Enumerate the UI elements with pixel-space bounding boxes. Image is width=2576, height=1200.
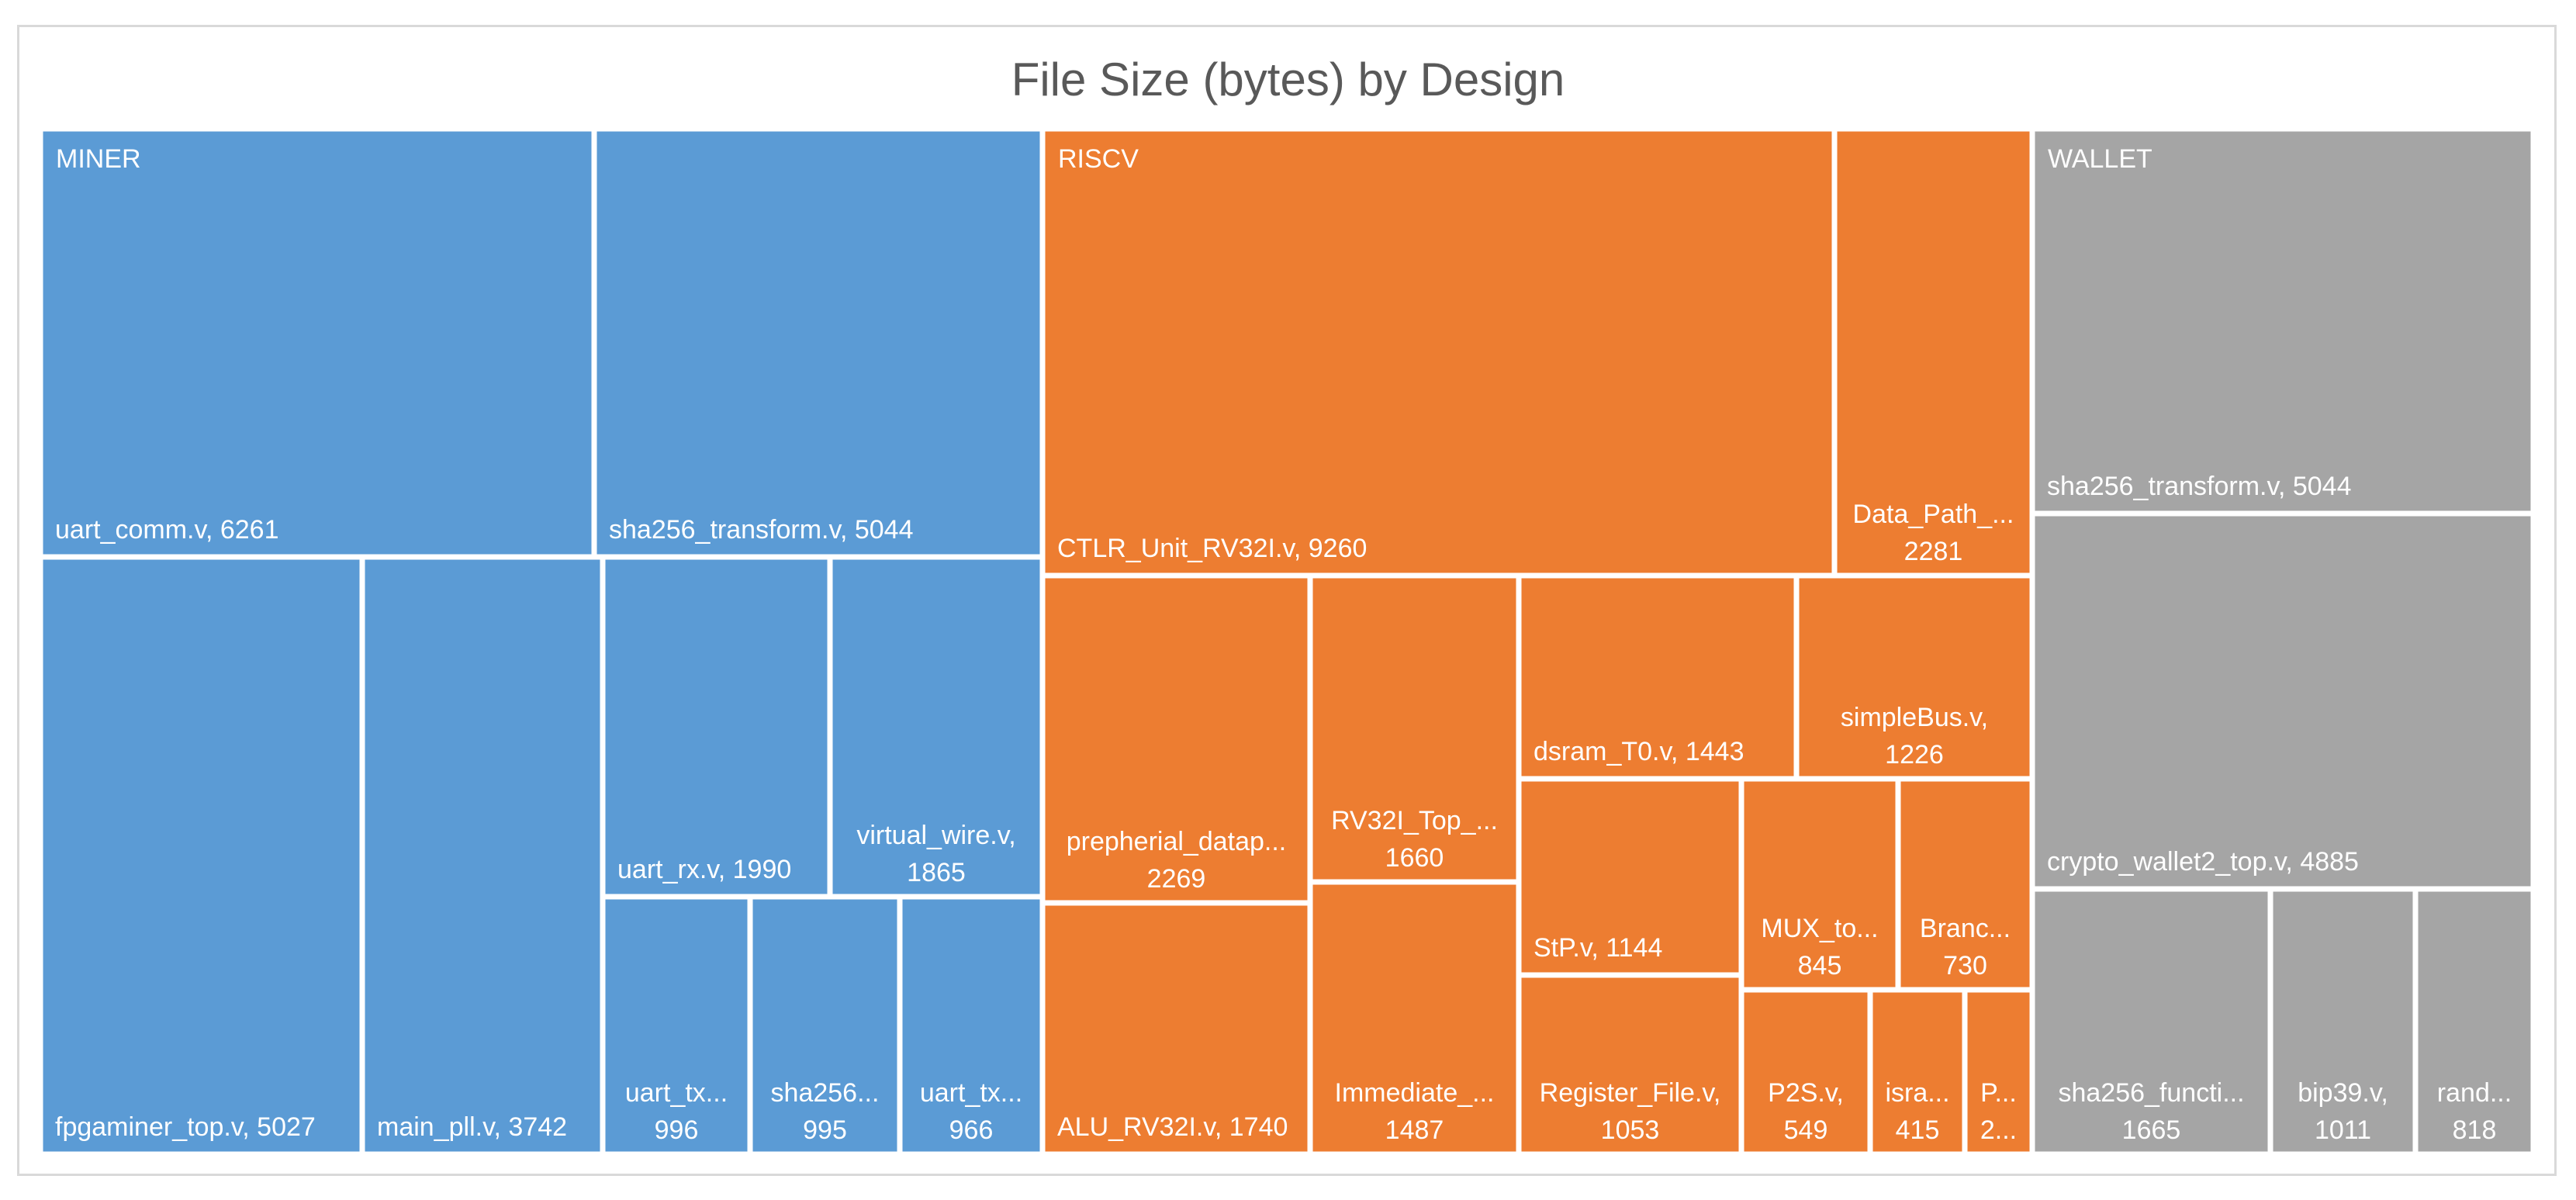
tile-label: P... xyxy=(1980,1078,2017,1108)
tile-label: P2S.v, xyxy=(1768,1078,1844,1108)
tile-label: main_pll.v, 3742 xyxy=(377,1112,567,1142)
treemap-tile[interactable] xyxy=(2029,510,2536,892)
treemap-tile[interactable] xyxy=(1895,776,2035,993)
tile-label: ALU_RV32I.v, 1740 xyxy=(1057,1112,1288,1142)
tile-label: MUX_to... xyxy=(1761,914,1878,943)
treemap-tile[interactable] xyxy=(37,126,597,560)
treemap-tile[interactable] xyxy=(37,554,365,1157)
treemap-tile[interactable] xyxy=(1738,776,1901,993)
tile-label: Immediate_... xyxy=(1335,1078,1495,1108)
tile-label: rand... xyxy=(2437,1078,2512,1108)
treemap-tile[interactable] xyxy=(1516,572,1800,782)
group-label: WALLET xyxy=(2048,144,2152,174)
treemap-tile[interactable] xyxy=(359,554,606,1157)
tile-label: simpleBus.v, xyxy=(1841,703,1988,732)
tile-value-label: 2269 xyxy=(1147,864,1206,894)
tile-label: sha256_transform.v, 5044 xyxy=(2047,472,2352,501)
chart-title: File Size (bytes) by Design xyxy=(1011,54,1565,105)
group-label: RISCV xyxy=(1058,144,1139,174)
tile-label: RV32I_Top_... xyxy=(1331,806,1498,835)
treemap-tile[interactable] xyxy=(747,894,903,1157)
tile-value-label: 549 xyxy=(1784,1115,1828,1145)
treemap-tile[interactable] xyxy=(1516,972,1744,1157)
tile-label: uart_tx... xyxy=(625,1078,728,1108)
tile-value-label: 2... xyxy=(1980,1115,2017,1145)
treemap-group-miner: uart_comm.v, 6261 sha256_transform.v, 504… xyxy=(37,126,1046,1157)
tile-value-label: 1011 xyxy=(2315,1115,2371,1145)
treemap-group-wallet: sha256_transform.v, 5044 crypto_wallet2_t… xyxy=(2029,126,2536,1157)
treemap-tile[interactable] xyxy=(2412,886,2536,1157)
treemap-tile[interactable] xyxy=(1793,572,2035,782)
treemap-tile[interactable] xyxy=(600,554,833,900)
tile-value-label: 1053 xyxy=(1601,1115,1660,1145)
treemap-tile[interactable] xyxy=(600,894,753,1157)
tile-value-label: 995 xyxy=(803,1115,847,1145)
tile-label: StP.v, 1144 xyxy=(1533,933,1662,963)
tile-value-label: 845 xyxy=(1798,951,1842,980)
tile-label: sha256_transform.v, 5044 xyxy=(609,515,914,545)
treemap-group-riscv: CTLR_Unit_RV32I.v, 9260 Data_Path_... 2281… xyxy=(1039,126,2035,1157)
treemap-tile[interactable] xyxy=(1039,126,1838,579)
tile-label: uart_rx.v, 1990 xyxy=(617,855,791,884)
treemap-tile[interactable] xyxy=(1307,572,1522,885)
treemap-tile[interactable] xyxy=(2267,886,2419,1157)
treemap-tile[interactable] xyxy=(1867,987,1968,1157)
tile-label: bip39.v, xyxy=(2298,1078,2388,1108)
tile-label: Register_File.v, xyxy=(1540,1078,1721,1108)
tile-value-label: 966 xyxy=(949,1115,994,1145)
tile-value-label: 818 xyxy=(2453,1115,2497,1145)
tile-label: uart_comm.v, 6261 xyxy=(55,515,279,545)
tile-label: Branc... xyxy=(1920,914,2011,943)
treemap-tile[interactable] xyxy=(1039,900,1313,1157)
treemap-tile[interactable] xyxy=(2029,126,2536,517)
group-label: MINER xyxy=(56,144,141,174)
tile-label: crypto_wallet2_top.v, 4885 xyxy=(2047,847,2359,877)
tile-value-label: 2281 xyxy=(1904,537,1963,566)
treemap-tile[interactable] xyxy=(1307,879,1522,1157)
treemap-tile[interactable] xyxy=(1738,987,1873,1157)
tile-label: prepherial_datap... xyxy=(1067,827,1287,856)
tile-label: CTLR_Unit_RV32I.v, 9260 xyxy=(1057,534,1367,563)
tile-value-label: 1865 xyxy=(907,858,966,887)
tile-label: Data_Path_... xyxy=(1853,500,2014,529)
tile-label: dsram_T0.v, 1443 xyxy=(1533,737,1744,766)
tile-value-label: 415 xyxy=(1896,1115,1940,1145)
tile-label: sha256... xyxy=(771,1078,880,1108)
tile-value-label: 730 xyxy=(1943,951,1987,980)
treemap-tile[interactable] xyxy=(591,126,1046,560)
tile-value-label: 996 xyxy=(655,1115,699,1145)
tile-label: isra... xyxy=(1885,1078,1949,1108)
treemap-tile[interactable] xyxy=(2029,886,2273,1157)
tile-value-label: 1660 xyxy=(1385,843,1444,873)
tile-label: virtual_wire.v, xyxy=(856,821,1015,850)
tile-label: fpgaminer_top.v, 5027 xyxy=(55,1112,316,1142)
treemap-tile[interactable] xyxy=(827,554,1046,900)
treemap-tile[interactable] xyxy=(897,894,1046,1157)
treemap-tile[interactable] xyxy=(1962,987,2035,1157)
tile-label: sha256_functi... xyxy=(2058,1078,2244,1108)
tile-value-label: 1665 xyxy=(2122,1115,2181,1145)
tile-label: uart_tx... xyxy=(920,1078,1022,1108)
tile-value-label: 1487 xyxy=(1385,1115,1444,1145)
tile-value-label: 1226 xyxy=(1885,740,1944,769)
